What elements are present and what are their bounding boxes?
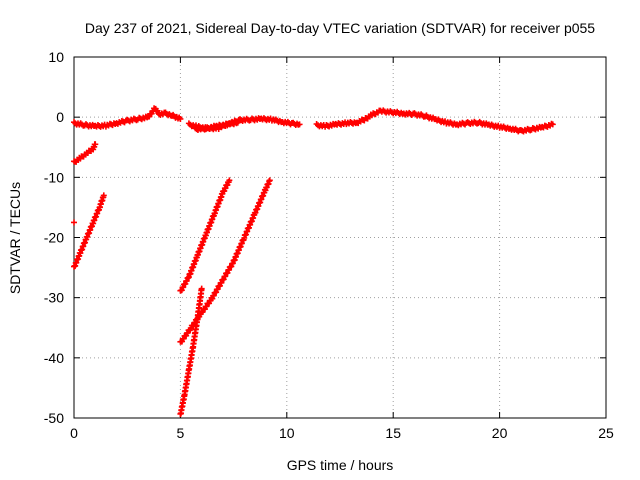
y-tick-label: 10 <box>48 49 64 65</box>
chart-title: Day 237 of 2021, Sidereal Day-to-day VTE… <box>85 20 595 36</box>
series-arc-3 <box>192 119 241 134</box>
data-point <box>177 115 184 122</box>
x-tick-label: 15 <box>385 425 401 441</box>
data-points <box>71 105 556 417</box>
x-tick-label: 20 <box>492 425 508 441</box>
y-tick-label: 0 <box>56 109 64 125</box>
x-tick-labels: 0 5 10 15 20 25 <box>70 425 614 441</box>
series-arc-5 <box>71 141 99 165</box>
data-point <box>296 121 303 128</box>
x-tick-label: 25 <box>598 425 614 441</box>
x-tick-label: 5 <box>177 425 185 441</box>
series-arc-7 <box>177 177 233 294</box>
data-point <box>92 141 99 148</box>
data-point <box>266 177 273 184</box>
y-tick-labels: 10 0 -10 -20 -30 -40 -50 <box>44 49 64 426</box>
series-arc-6b <box>71 219 77 226</box>
data-point <box>234 119 241 126</box>
x-tick-label: 0 <box>70 425 78 441</box>
data-point <box>198 285 205 292</box>
y-tick-label: -40 <box>44 350 64 366</box>
series-arc-4 <box>313 107 556 135</box>
y-tick-label: -10 <box>44 169 64 185</box>
x-tick-label: 10 <box>279 425 295 441</box>
data-point <box>100 192 107 199</box>
y-tick-label: -20 <box>44 230 64 246</box>
series-arc-1 <box>71 105 184 130</box>
y-tick-label: -50 <box>44 410 64 426</box>
data-point <box>226 177 233 184</box>
series-arc-6 <box>71 192 107 270</box>
x-axis-label: GPS time / hours <box>287 457 394 473</box>
series-arc-9 <box>177 285 205 417</box>
y-tick-label: -30 <box>44 290 64 306</box>
axis-ticks <box>73 56 607 419</box>
data-point <box>71 219 77 226</box>
data-point <box>549 121 556 128</box>
y-axis-label: SDTVAR / TECUs <box>7 182 23 294</box>
